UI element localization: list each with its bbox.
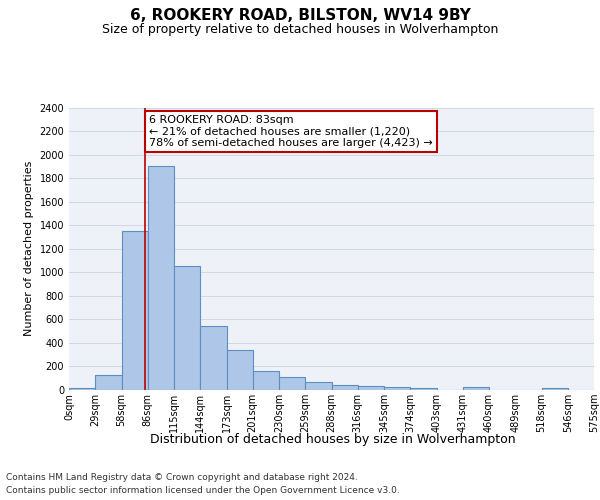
Bar bbox=[148, 166, 174, 390]
Bar bbox=[463, 387, 489, 390]
Text: 6, ROOKERY ROAD, BILSTON, WV14 9BY: 6, ROOKERY ROAD, BILSTON, WV14 9BY bbox=[130, 8, 470, 22]
Bar bbox=[358, 386, 384, 390]
Bar bbox=[121, 231, 148, 390]
Text: Contains HM Land Registry data © Crown copyright and database right 2024.: Contains HM Land Registry data © Crown c… bbox=[6, 472, 358, 482]
Bar bbox=[69, 388, 95, 390]
Text: Contains public sector information licensed under the Open Government Licence v3: Contains public sector information licen… bbox=[6, 486, 400, 495]
Bar bbox=[410, 388, 437, 390]
Text: 6 ROOKERY ROAD: 83sqm
← 21% of detached houses are smaller (1,220)
78% of semi-d: 6 ROOKERY ROAD: 83sqm ← 21% of detached … bbox=[149, 114, 433, 148]
Bar bbox=[174, 266, 200, 390]
Bar bbox=[200, 326, 227, 390]
Bar bbox=[542, 388, 568, 390]
Bar bbox=[253, 370, 279, 390]
Bar bbox=[305, 382, 331, 390]
Text: Distribution of detached houses by size in Wolverhampton: Distribution of detached houses by size … bbox=[150, 432, 516, 446]
Text: Size of property relative to detached houses in Wolverhampton: Size of property relative to detached ho… bbox=[102, 22, 498, 36]
Bar bbox=[279, 377, 305, 390]
Bar bbox=[227, 350, 253, 390]
Y-axis label: Number of detached properties: Number of detached properties bbox=[24, 161, 34, 336]
Bar bbox=[384, 387, 410, 390]
Bar bbox=[95, 376, 121, 390]
Bar bbox=[331, 386, 358, 390]
